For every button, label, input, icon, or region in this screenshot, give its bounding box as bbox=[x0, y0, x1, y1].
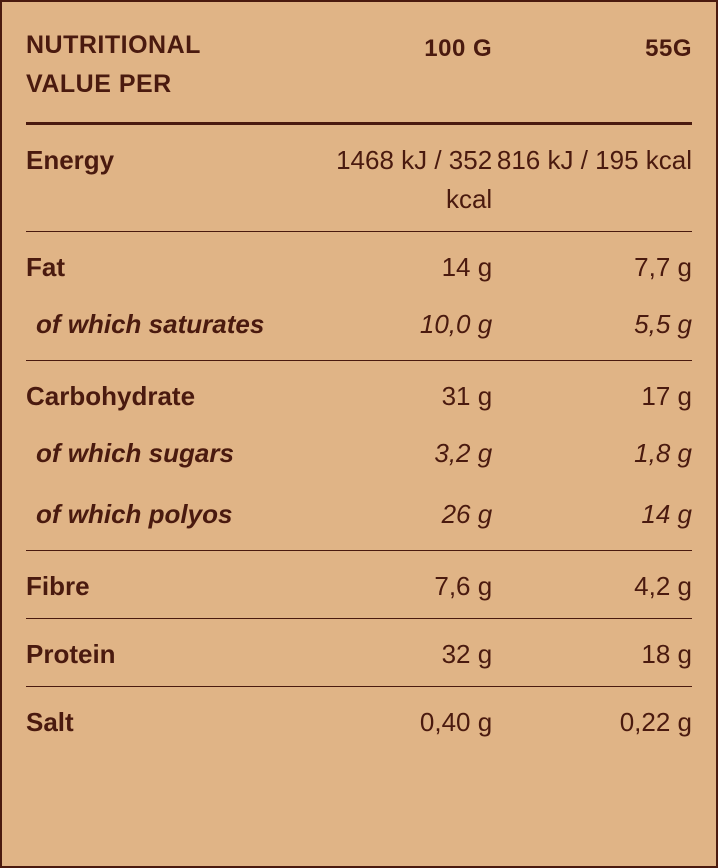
label-fibre: Fibre bbox=[26, 550, 292, 618]
val-saturates-100: 10,0 g bbox=[292, 299, 492, 361]
val-fibre-55: 4,2 g bbox=[492, 550, 692, 618]
val-salt-55: 0,22 g bbox=[492, 686, 692, 754]
header-title: NUTRITIONAL VALUE PER bbox=[26, 26, 292, 123]
val-fat-55: 7,7 g bbox=[492, 231, 692, 299]
val-sugars-100: 3,2 g bbox=[292, 428, 492, 489]
val-protein-55: 18 g bbox=[492, 618, 692, 686]
val-fibre-100: 7,6 g bbox=[292, 550, 492, 618]
row-fat: Fat 14 g 7,7 g bbox=[26, 231, 692, 299]
label-fat: Fat bbox=[26, 231, 292, 299]
label-carbohydrate: Carbohydrate bbox=[26, 360, 292, 428]
val-sugars-55: 1,8 g bbox=[492, 428, 692, 489]
table-header-row: NUTRITIONAL VALUE PER 100 G 55G bbox=[26, 26, 692, 123]
row-carbohydrate: Carbohydrate 31 g 17 g bbox=[26, 360, 692, 428]
row-sugars: of which sugars 3,2 g 1,8 g bbox=[26, 428, 692, 489]
val-carbohydrate-55: 17 g bbox=[492, 360, 692, 428]
val-fat-100: 14 g bbox=[292, 231, 492, 299]
label-saturates: of which saturates bbox=[26, 299, 292, 361]
label-salt: Salt bbox=[26, 686, 292, 754]
val-protein-100: 32 g bbox=[292, 618, 492, 686]
val-energy-100: 1468 kJ / 352 kcal bbox=[292, 123, 492, 231]
nutrition-panel: NUTRITIONAL VALUE PER 100 G 55G Energy 1… bbox=[0, 0, 718, 868]
row-fibre: Fibre 7,6 g 4,2 g bbox=[26, 550, 692, 618]
val-salt-100: 0,40 g bbox=[292, 686, 492, 754]
val-polyos-55: 14 g bbox=[492, 489, 692, 551]
row-salt: Salt 0,40 g 0,22 g bbox=[26, 686, 692, 754]
label-protein: Protein bbox=[26, 618, 292, 686]
val-saturates-55: 5,5 g bbox=[492, 299, 692, 361]
row-saturates: of which saturates 10,0 g 5,5 g bbox=[26, 299, 692, 361]
label-energy: Energy bbox=[26, 123, 292, 231]
nutrition-table: NUTRITIONAL VALUE PER 100 G 55G Energy 1… bbox=[26, 26, 692, 754]
label-polyos: of which polyos bbox=[26, 489, 292, 551]
table-body: Energy 1468 kJ / 352 kcal 816 kJ / 195 k… bbox=[26, 123, 692, 754]
row-polyos: of which polyos 26 g 14 g bbox=[26, 489, 692, 551]
val-energy-55: 816 kJ / 195 kcal bbox=[492, 123, 692, 231]
label-sugars: of which sugars bbox=[26, 428, 292, 489]
row-energy: Energy 1468 kJ / 352 kcal 816 kJ / 195 k… bbox=[26, 123, 692, 231]
header-col-55g: 55G bbox=[492, 26, 692, 123]
val-carbohydrate-100: 31 g bbox=[292, 360, 492, 428]
header-col-100g: 100 G bbox=[292, 26, 492, 123]
row-protein: Protein 32 g 18 g bbox=[26, 618, 692, 686]
val-polyos-100: 26 g bbox=[292, 489, 492, 551]
